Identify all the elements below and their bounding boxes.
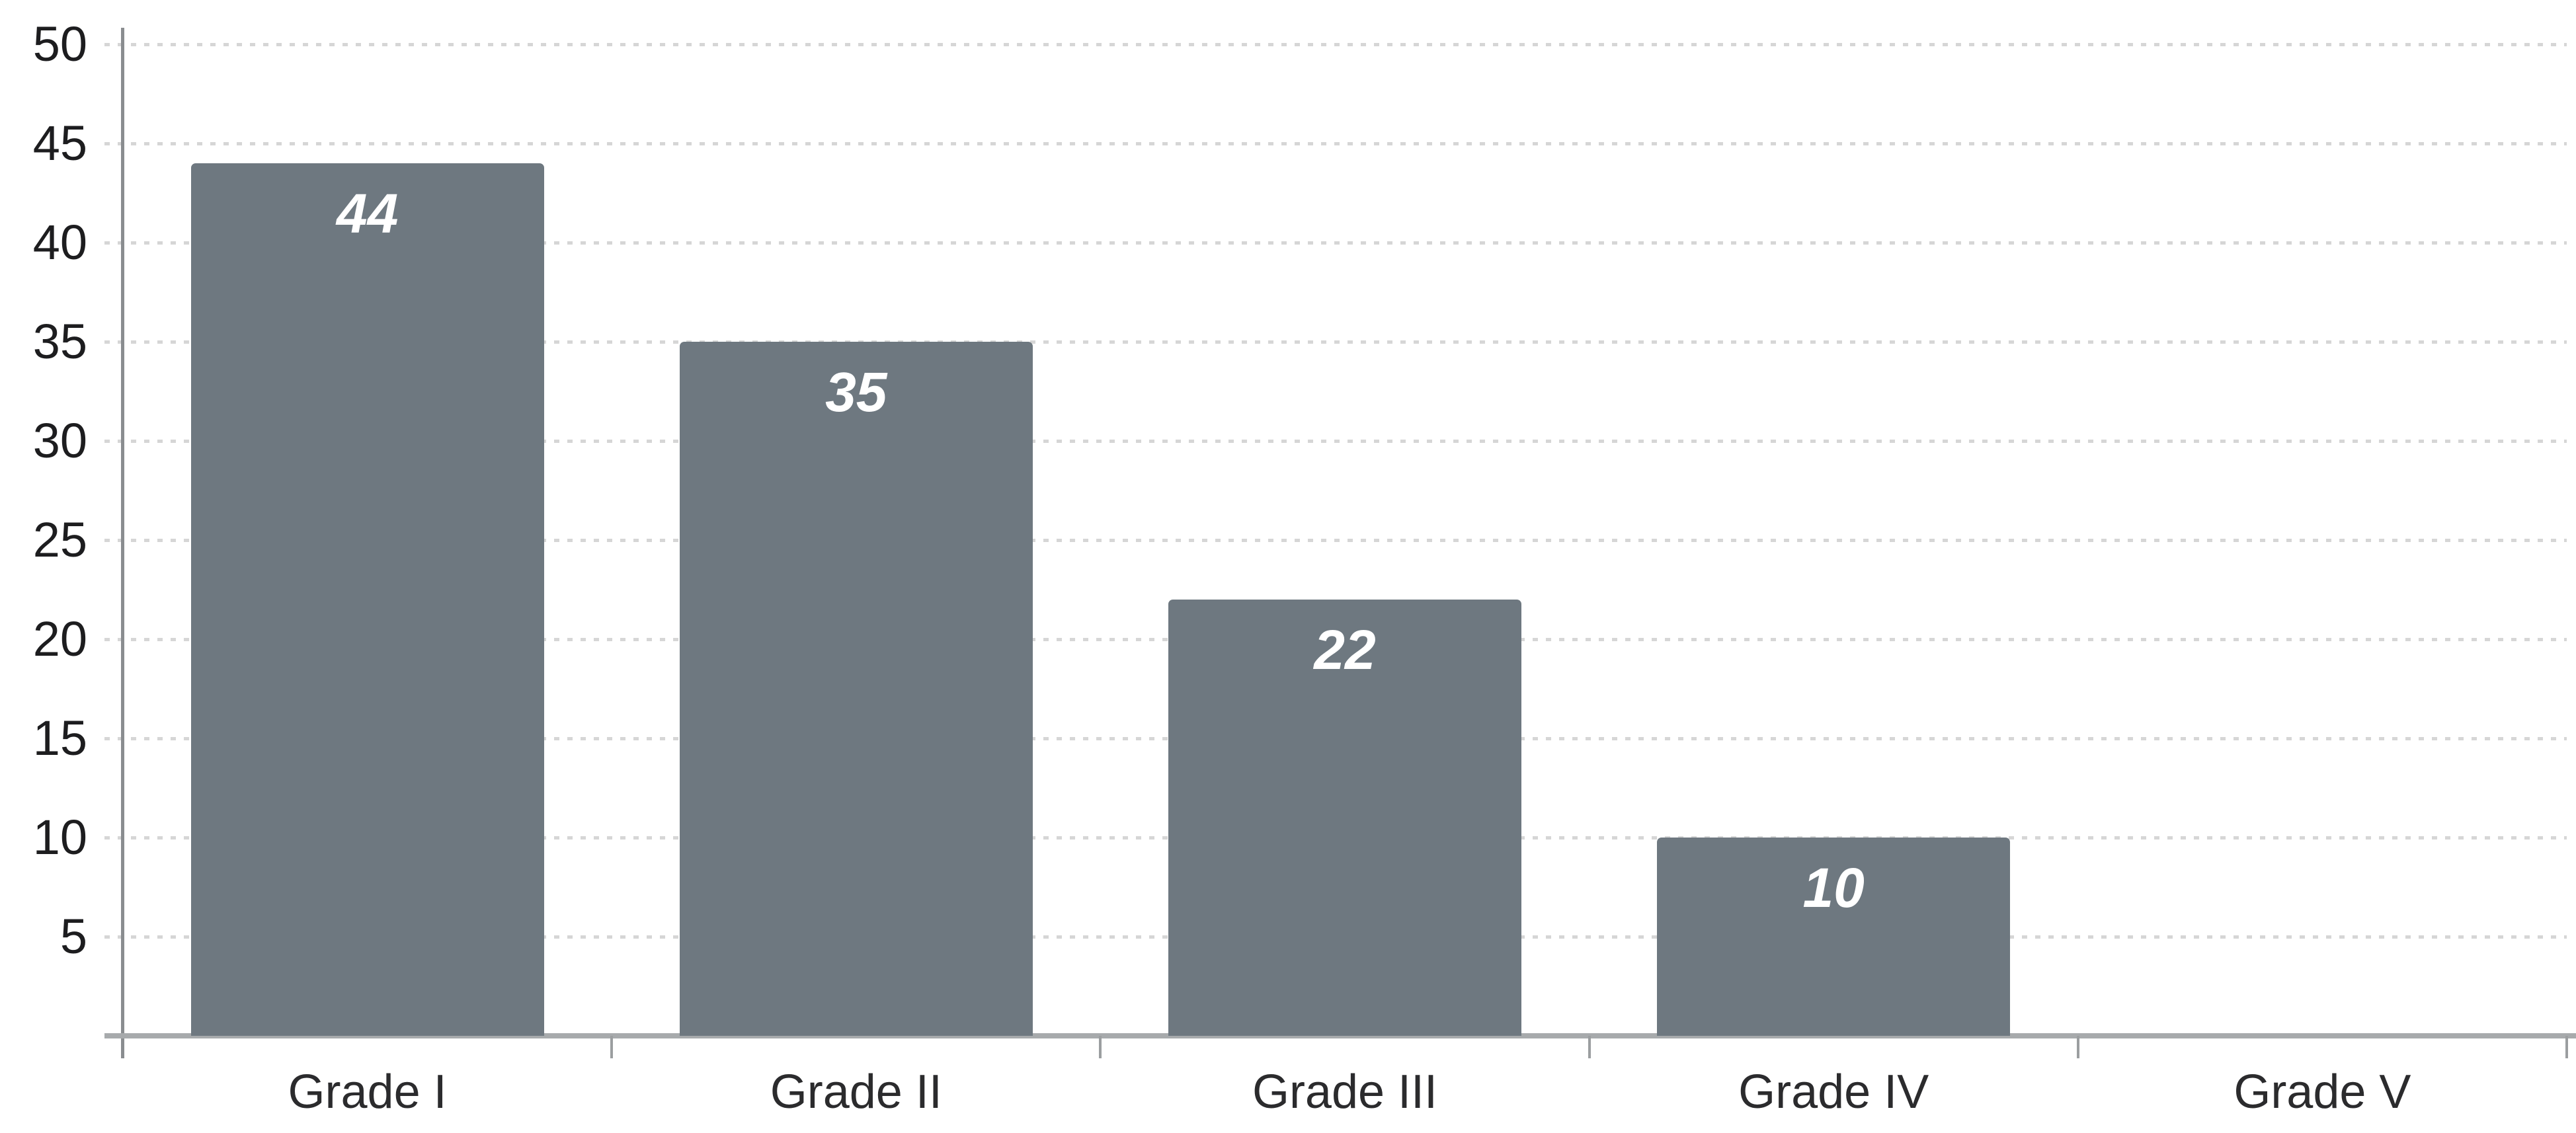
x-axis-tick — [1099, 1036, 1102, 1058]
bar — [1657, 838, 2011, 1036]
y-tick-label: 5 — [60, 909, 87, 964]
x-category-label: Grade V — [2234, 1066, 2411, 1118]
y-tick-label: 45 — [32, 116, 87, 171]
gridline — [104, 340, 2567, 344]
x-axis-tick — [2565, 1036, 2568, 1058]
x-category-label: Grade IV — [1738, 1066, 1929, 1118]
bar — [679, 342, 1033, 1036]
gridline — [104, 241, 2567, 245]
y-tick-label: 40 — [32, 215, 87, 270]
bar — [1168, 600, 1521, 1036]
gridline — [104, 440, 2567, 443]
x-axis-tick — [1588, 1036, 1591, 1058]
bar-value-label: 44 — [336, 182, 399, 245]
bar-value-label: 22 — [1314, 619, 1376, 681]
y-axis-line — [121, 28, 124, 1058]
y-tick-label: 25 — [32, 512, 87, 567]
x-axis-line — [104, 1033, 2576, 1038]
x-category-label: Grade III — [1252, 1066, 1438, 1118]
gridline — [104, 142, 2567, 145]
y-tick-label: 35 — [32, 314, 87, 369]
y-tick-label: 50 — [32, 17, 87, 71]
x-category-label: Grade II — [770, 1066, 942, 1118]
x-axis-tick — [610, 1036, 614, 1058]
y-tick-label: 30 — [32, 413, 87, 468]
gridline — [104, 43, 2567, 46]
y-tick-label: 10 — [32, 810, 87, 865]
bar-value-label: 10 — [1802, 857, 1865, 919]
x-category-label: Grade I — [288, 1066, 447, 1118]
y-tick-label: 20 — [32, 611, 87, 666]
y-tick-label: 15 — [32, 711, 87, 765]
bar-value-label: 35 — [825, 361, 887, 423]
gridline — [104, 539, 2567, 542]
bar — [190, 163, 544, 1036]
x-axis-tick — [2076, 1036, 2079, 1058]
